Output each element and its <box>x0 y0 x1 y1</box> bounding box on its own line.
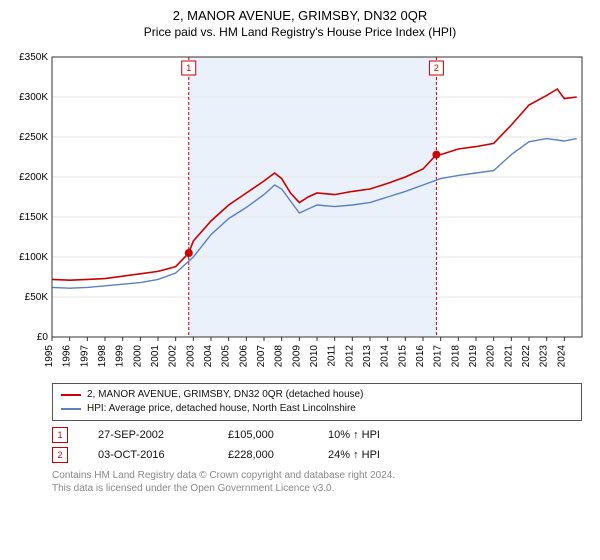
y-tick-label: £50K <box>25 292 49 303</box>
legend-label: 2, MANOR AVENUE, GRIMSBY, DN32 0QR (deta… <box>87 388 363 402</box>
sale-diff: 24% ↑ HPI <box>328 449 408 461</box>
x-tick-label: 2022 <box>521 345 532 368</box>
x-tick-label: 2009 <box>291 345 302 368</box>
x-tick-label: 2013 <box>362 345 373 368</box>
x-tick-label: 2007 <box>256 345 267 368</box>
chart-area: £0 £50K £100K £150K £200K £250K £300K £350K 1995… <box>12 47 588 377</box>
x-tick-label: 2023 <box>539 345 550 368</box>
sale-price: £105,000 <box>228 429 298 441</box>
y-tick-label: £200K <box>19 172 48 183</box>
y-tick-label: £150K <box>19 212 48 223</box>
legend-box: 2, MANOR AVENUE, GRIMSBY, DN32 0QR (deta… <box>52 383 582 421</box>
sale-point-marker <box>432 151 440 159</box>
x-tick-label: 2005 <box>221 345 232 368</box>
sale-price: £228,000 <box>228 449 298 461</box>
sale-events-table: 1 27-SEP-2002 £105,000 10% ↑ HPI 2 03-OCT-201… <box>52 427 588 463</box>
legend-swatch <box>61 394 81 396</box>
chart-title: 2, MANOR AVENUE, GRIMSBY, DN32 0QR <box>12 8 588 23</box>
sale-point-marker <box>185 249 193 257</box>
x-tick-label: 2010 <box>309 345 320 368</box>
sale-date: 03-OCT-2016 <box>98 449 198 461</box>
highlight-band <box>189 57 437 337</box>
x-tick-label: 1999 <box>115 345 126 368</box>
x-tick-label: 2015 <box>397 345 408 368</box>
sale-marker-number: 2 <box>434 63 439 73</box>
footer-attribution: Contains HM Land Registry data © Crown c… <box>52 469 588 495</box>
x-tick-label: 1997 <box>79 345 90 368</box>
y-tick-label: £100K <box>19 252 48 263</box>
x-tick-label: 2011 <box>327 345 338 367</box>
x-tick-label: 2006 <box>238 345 249 368</box>
sale-row: 1 27-SEP-2002 £105,000 10% ↑ HPI <box>52 427 588 443</box>
x-tick-label: 2014 <box>380 345 391 368</box>
x-tick-label: 2018 <box>450 345 461 368</box>
x-tick-label: 1995 <box>44 345 55 368</box>
x-tick-label: 2000 <box>132 345 143 368</box>
chart-container: 2, MANOR AVENUE, GRIMSBY, DN32 0QR Price… <box>0 0 600 503</box>
x-tick-label: 1998 <box>97 345 108 368</box>
x-tick-label: 2008 <box>274 345 285 368</box>
sale-date: 27-SEP-2002 <box>98 429 198 441</box>
x-tick-label: 2021 <box>503 345 514 368</box>
footer-line2: This data is licensed under the Open Gov… <box>52 482 588 495</box>
x-tick-label: 2002 <box>168 345 179 368</box>
sale-row: 2 03-OCT-2016 £228,000 24% ↑ HPI <box>52 447 588 463</box>
y-tick-label: £300K <box>19 92 48 103</box>
legend-item: 2, MANOR AVENUE, GRIMSBY, DN32 0QR (deta… <box>61 388 573 402</box>
y-tick-label: £250K <box>19 132 48 143</box>
y-tick-label: £0 <box>37 332 49 343</box>
x-tick-label: 2016 <box>415 345 426 368</box>
sale-marker-icon: 1 <box>52 427 68 443</box>
x-tick-label: 2004 <box>203 345 214 368</box>
y-tick-label: £350K <box>19 52 48 63</box>
x-tick-label: 2003 <box>185 345 196 368</box>
x-tick-label: 2017 <box>433 345 444 368</box>
x-tick-label: 2012 <box>344 345 355 368</box>
legend-label: HPI: Average price, detached house, Nort… <box>87 402 356 416</box>
legend-swatch <box>61 408 81 410</box>
chart-subtitle: Price paid vs. HM Land Registry's House … <box>12 25 588 39</box>
chart-svg: £0 £50K £100K £150K £200K £250K £300K £350K 1995… <box>12 47 588 377</box>
x-tick-label: 2001 <box>150 345 161 368</box>
footer-line1: Contains HM Land Registry data © Crown c… <box>52 469 588 482</box>
x-tick-label: 2020 <box>486 345 497 368</box>
x-tick-label: 1996 <box>62 345 73 368</box>
legend-item: HPI: Average price, detached house, Nort… <box>61 402 573 416</box>
sale-diff: 10% ↑ HPI <box>328 429 408 441</box>
x-tick-label: 2024 <box>556 345 567 368</box>
sale-marker-icon: 2 <box>52 447 68 463</box>
x-tick-label: 2019 <box>468 345 479 368</box>
sale-marker-number: 1 <box>186 63 191 73</box>
